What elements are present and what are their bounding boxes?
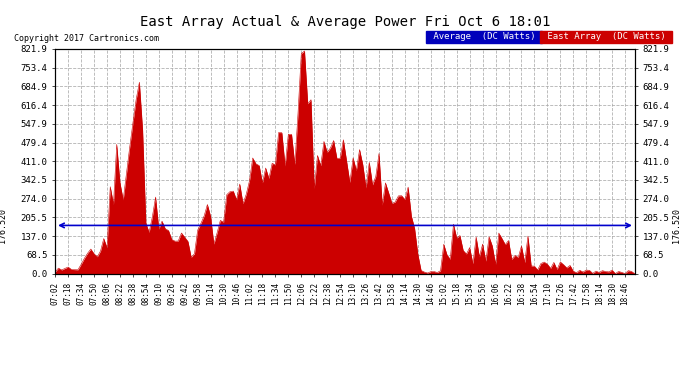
Text: Average  (DC Watts): Average (DC Watts) [428, 32, 541, 41]
Text: 176.520: 176.520 [0, 208, 7, 243]
Text: 176.520: 176.520 [672, 208, 681, 243]
Text: East Array  (DC Watts): East Array (DC Watts) [542, 32, 671, 41]
Text: Copyright 2017 Cartronics.com: Copyright 2017 Cartronics.com [14, 34, 159, 43]
Text: East Array Actual & Average Power Fri Oct 6 18:01: East Array Actual & Average Power Fri Oc… [140, 15, 550, 29]
